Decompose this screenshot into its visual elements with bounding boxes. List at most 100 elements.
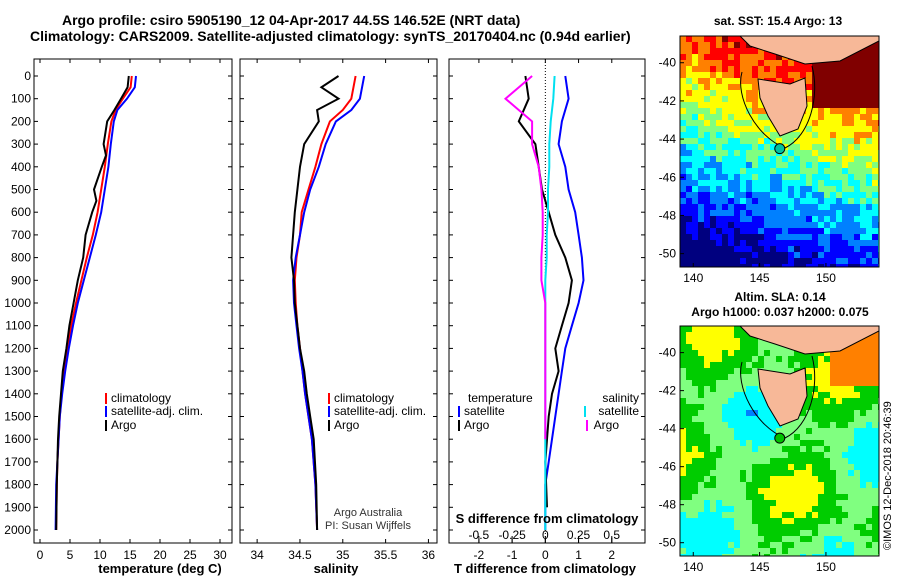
map-cell [788,228,794,234]
map-cell [740,518,746,524]
map-cell [836,132,842,138]
map-cell [734,392,740,398]
map-cell [776,344,782,350]
map-cell [872,494,878,500]
map-cell [704,120,710,126]
map-cell [758,114,764,120]
map-cell [794,66,800,72]
map-cell [818,542,824,548]
y-tick-label: -40 [659,346,677,360]
x-tick-label: 145 [750,560,770,574]
map-cell [824,542,830,548]
map-cell [704,404,710,410]
map-cell [758,428,764,434]
map-cell [866,482,872,488]
map-cell [824,186,830,192]
map-cell [698,246,704,252]
map-cell [686,186,692,192]
map-cell [716,78,722,84]
map-cell [806,392,812,398]
map-cell [746,60,752,66]
map-cell [842,258,848,264]
map-cell [722,234,728,240]
map-cell [770,356,776,362]
map-cell [770,72,776,78]
map-cell [782,368,788,374]
map-cell [680,542,686,548]
map-cell [740,530,746,536]
map-cell [752,350,758,356]
map-cell [818,102,824,108]
map-cell [704,90,710,96]
map-cell [686,476,692,482]
map-cell [740,222,746,228]
map-cell [866,422,872,428]
map-cell [788,138,794,144]
map-cell [872,458,878,464]
map-cell [776,264,782,267]
map-cell [758,54,764,60]
map-cell [692,246,698,252]
map-cell [830,186,836,192]
map-cell [680,530,686,536]
map-cell [842,506,848,512]
map-cell [836,96,842,102]
map-cell [866,96,872,102]
map-cell [818,452,824,458]
map-cell [686,264,692,267]
map-cell [698,234,704,240]
map-cell [716,422,722,428]
x-tick-label: 34.5 [288,548,312,562]
map-cell [692,60,698,66]
map-cell [740,102,746,108]
map-cell [806,186,812,192]
map-cell [806,452,812,458]
map-cell [698,168,704,174]
map-cell [830,252,836,258]
map-cell [740,66,746,72]
map-cell [848,500,854,506]
map-cell [782,222,788,228]
map-cell [788,422,794,428]
map-cell [686,144,692,150]
map-cell [704,132,710,138]
map-cell [692,72,698,78]
map-cell [722,102,728,108]
map-cell [764,464,770,470]
map-cell [836,66,842,72]
map-cell [680,344,686,350]
map-cell [752,374,758,380]
map-cell [842,362,848,368]
map-cell [776,350,782,356]
map-cell [830,210,836,216]
map-cell [686,446,692,452]
map-cell [782,138,788,144]
map-cell [860,66,866,72]
map-cell [794,186,800,192]
map-cell [812,66,818,72]
map-cell [818,234,824,240]
map-cell [800,500,806,506]
salinity-axis-label: salinity [314,561,360,576]
map-cell [854,392,860,398]
map-cell [692,458,698,464]
map-cell [830,120,836,126]
map-cell [860,350,866,356]
map-cell [836,102,842,108]
map-cell [680,416,686,422]
map-cell [812,108,818,114]
map-cell [716,264,722,267]
map-cell [716,204,722,210]
map-cell [770,246,776,252]
map-cell [698,264,704,267]
map-cell [806,222,812,228]
map-cell [866,144,872,150]
map-cell [806,258,812,264]
map-cell [710,78,716,84]
map-cell [692,344,698,350]
map-cell [764,362,770,368]
map-cell [704,222,710,228]
map-cell [728,392,734,398]
map-cell [686,554,692,556]
map-cell [848,542,854,548]
